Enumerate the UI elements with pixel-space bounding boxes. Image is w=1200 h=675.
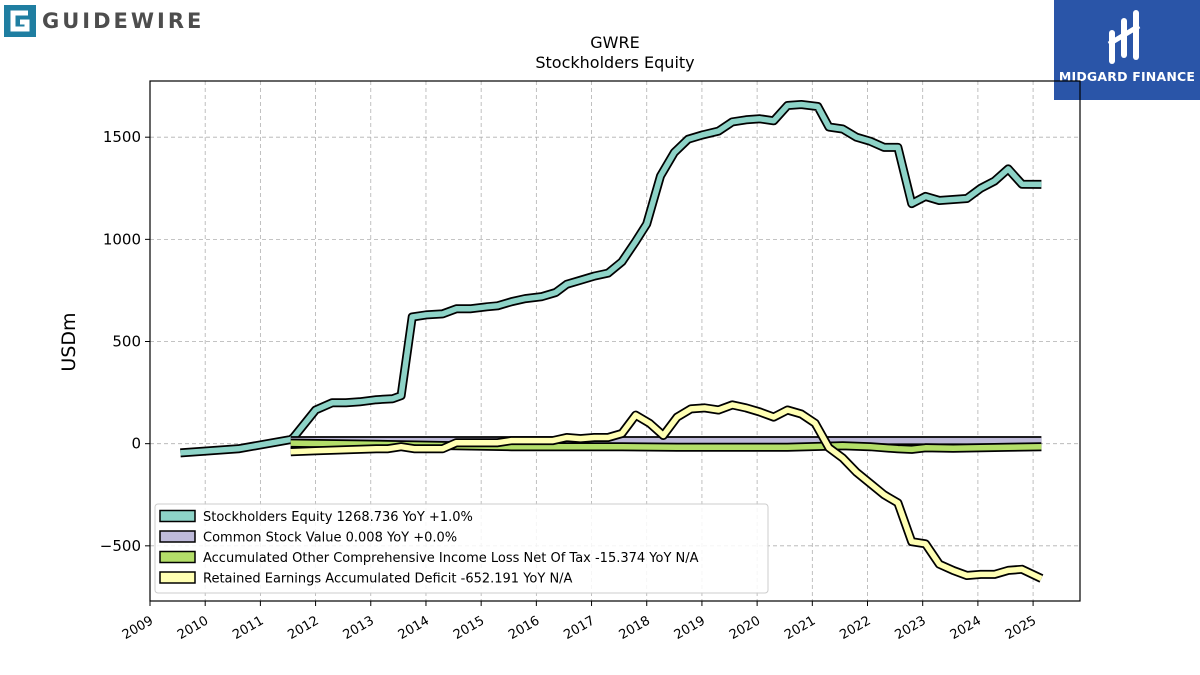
legend-swatch-2 bbox=[159, 550, 196, 564]
legend-label-2: Accumulated Other Comprehensive Income L… bbox=[203, 551, 699, 566]
guidewire-logo: GUIDEWIRE bbox=[4, 4, 204, 38]
plot-frame bbox=[149, 80, 1081, 602]
x-tick-label: 2009 bbox=[120, 613, 156, 643]
series-outline-0 bbox=[180, 100, 1042, 458]
chart-title: GWRE bbox=[590, 33, 639, 52]
midgard-finance-logo: MIDGARD FINANCE bbox=[1054, 0, 1200, 100]
guidewire-wordmark: GUIDEWIRE bbox=[42, 9, 205, 33]
legend-swatch-3 bbox=[159, 571, 196, 584]
x-tick-label: 2010 bbox=[175, 613, 211, 643]
chart-subtitle: Stockholders Equity bbox=[535, 53, 694, 72]
series-line-3 bbox=[290, 402, 1043, 581]
legend-label-3: Retained Earnings Accumulated Deficit -6… bbox=[203, 572, 573, 587]
x-tick-label: 2013 bbox=[341, 613, 377, 643]
x-tick-label: 2024 bbox=[948, 613, 984, 643]
series-group bbox=[180, 100, 1044, 583]
x-tick-label: 2023 bbox=[893, 613, 929, 643]
x-tick-label: 2021 bbox=[782, 613, 818, 643]
midgard-wordmark: MIDGARD FINANCE bbox=[1058, 69, 1196, 84]
y-tick-label: 0 bbox=[131, 435, 141, 453]
x-tick-label: 2020 bbox=[727, 613, 763, 643]
x-tick-label: 2017 bbox=[561, 613, 597, 643]
x-tick-label: 2025 bbox=[1003, 613, 1039, 643]
legend-swatch-0 bbox=[159, 509, 196, 523]
x-tick-label: 2011 bbox=[230, 613, 266, 643]
y-ticks: −500 0 500 1000 1500 bbox=[100, 128, 150, 555]
series-line-0 bbox=[180, 101, 1042, 456]
x-tick-label: 2019 bbox=[672, 613, 708, 643]
midgard-emblem-icon bbox=[1107, 10, 1141, 64]
x-tick-label: 2022 bbox=[837, 613, 873, 643]
y-tick-label: −500 bbox=[100, 537, 141, 555]
y-tick-label: 1500 bbox=[103, 128, 141, 146]
x-tick-label: 2018 bbox=[617, 613, 653, 643]
x-tick-label: 2014 bbox=[396, 613, 432, 643]
guidewire-mark-icon bbox=[4, 5, 36, 37]
y-tick-label: 1000 bbox=[103, 230, 141, 248]
y-axis-label: USDm bbox=[58, 312, 80, 371]
legend-box bbox=[154, 503, 769, 594]
y-tick-label: 500 bbox=[112, 333, 141, 351]
x-tick-label: 2015 bbox=[451, 613, 487, 643]
legend-label-0: Stockholders Equity 1268.736 YoY +1.0% bbox=[203, 510, 473, 525]
legend-label-1: Common Stock Value 0.008 YoY +0.0% bbox=[203, 531, 457, 546]
x-tick-label: 2012 bbox=[285, 613, 321, 643]
legend-swatch-1 bbox=[159, 530, 196, 543]
x-ticks: 2009 2010 2011 2012 2013 2014 2015 2016 2017 2018… bbox=[120, 601, 1039, 643]
legend: Stockholders Equity 1268.736 YoY +1.0% Co… bbox=[154, 503, 769, 594]
x-tick-label: 2016 bbox=[506, 613, 542, 643]
